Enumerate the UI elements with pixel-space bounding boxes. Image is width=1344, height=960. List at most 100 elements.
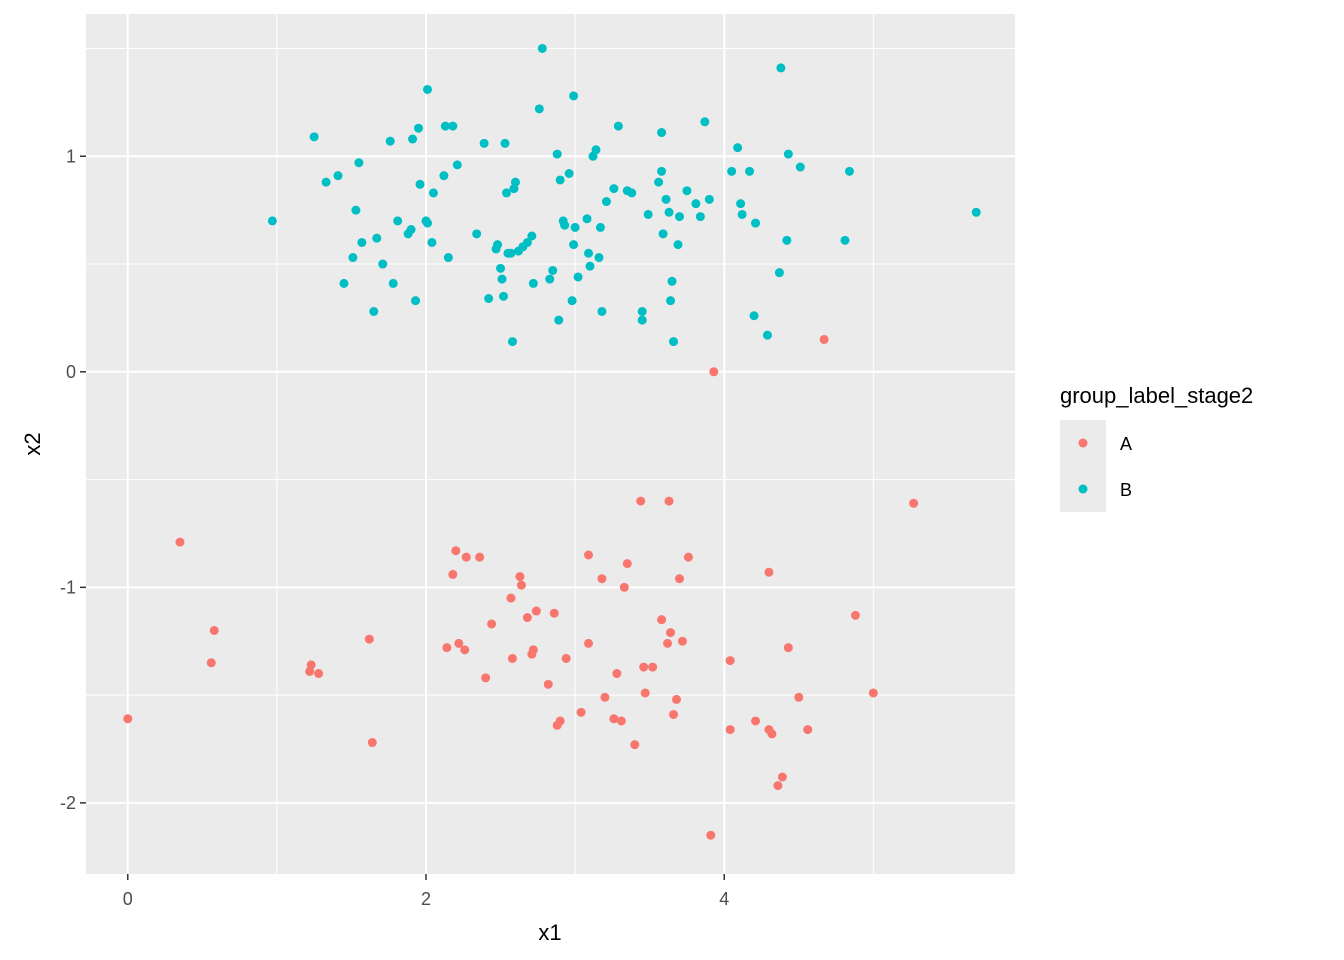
data-point-b — [378, 259, 388, 269]
legend-label-a: A — [1120, 434, 1132, 454]
data-point-b — [527, 231, 537, 241]
data-point-a — [516, 580, 526, 590]
data-point-b — [564, 168, 574, 178]
data-point-a — [612, 669, 622, 679]
data-point-b — [666, 296, 676, 306]
data-point-a — [619, 582, 629, 592]
data-point-b — [585, 261, 595, 271]
data-point-b — [643, 209, 653, 219]
data-point-b — [443, 253, 453, 263]
data-point-a — [549, 608, 559, 618]
data-point-a — [206, 658, 216, 668]
data-point-b — [971, 207, 981, 217]
x-tick-label: 2 — [421, 889, 431, 909]
y-tick-label: -2 — [60, 793, 76, 813]
y-tick-label: 1 — [66, 146, 76, 166]
data-point-a — [454, 638, 464, 648]
data-point-b — [609, 184, 619, 194]
data-point-b — [354, 158, 364, 168]
data-point-a — [314, 669, 324, 679]
data-point-a — [794, 692, 804, 702]
data-point-b — [840, 235, 850, 245]
data-point-b — [560, 220, 570, 230]
data-point-a — [561, 653, 571, 663]
data-point-b — [704, 194, 714, 204]
data-point-b — [627, 188, 637, 198]
data-point-a — [507, 653, 517, 663]
data-point-a — [640, 688, 650, 698]
data-point-b — [762, 330, 772, 340]
data-point-a — [706, 830, 716, 840]
data-point-b — [537, 43, 547, 53]
data-point-b — [736, 199, 746, 209]
data-point-a — [600, 692, 610, 702]
data-point-b — [637, 306, 647, 316]
y-axis-title: x2 — [20, 432, 45, 455]
legend-label-b: B — [1120, 480, 1132, 500]
data-point-b — [372, 233, 382, 243]
data-point-a — [123, 714, 133, 724]
data-point-b — [673, 240, 683, 250]
data-point-a — [543, 679, 553, 689]
data-point-a — [648, 662, 658, 672]
data-points — [123, 43, 981, 840]
data-point-b — [497, 274, 507, 284]
data-point-b — [414, 123, 424, 133]
data-point-a — [657, 615, 667, 625]
x-axis-title: x1 — [538, 920, 561, 945]
data-point-b — [415, 179, 425, 189]
data-point-b — [737, 209, 747, 219]
data-point-b — [591, 145, 601, 155]
data-point-a — [209, 625, 219, 635]
panel-background — [86, 14, 1015, 874]
data-point-b — [664, 207, 674, 217]
y-axis-ticks: -2 -1 0 1 — [60, 146, 86, 813]
data-point-b — [727, 166, 737, 176]
data-point-b — [844, 166, 854, 176]
y-tick-label: -1 — [60, 577, 76, 597]
legend-title: group_label_stage2 — [1060, 383, 1253, 408]
data-point-a — [767, 729, 777, 739]
data-point-b — [695, 212, 705, 222]
data-point-b — [408, 134, 418, 144]
data-point-b — [657, 128, 667, 138]
data-point-b — [776, 63, 786, 73]
data-point-b — [573, 272, 583, 282]
data-point-b — [321, 177, 331, 187]
data-point-b — [637, 315, 647, 325]
data-point-b — [658, 229, 668, 239]
data-point-a — [442, 643, 452, 653]
data-point-a — [764, 567, 774, 577]
data-point-b — [597, 306, 607, 316]
data-point-b — [601, 197, 611, 207]
data-point-a — [461, 552, 471, 562]
data-point-a — [783, 643, 793, 653]
data-point-b — [667, 276, 677, 286]
data-point-b — [348, 253, 358, 263]
data-point-b — [452, 160, 462, 170]
data-point-a — [609, 714, 619, 724]
data-point-b — [691, 199, 701, 209]
data-point-a — [773, 781, 783, 791]
data-point-b — [309, 132, 319, 142]
x-tick-label: 0 — [123, 889, 133, 909]
data-point-a — [451, 546, 461, 556]
data-point-a — [555, 716, 565, 726]
data-point-a — [622, 559, 632, 569]
data-point-a — [367, 738, 377, 748]
data-point-b — [654, 177, 664, 187]
data-point-b — [427, 237, 437, 247]
data-point-b — [499, 291, 509, 301]
data-point-a — [663, 638, 673, 648]
data-point-b — [745, 166, 755, 176]
data-point-b — [534, 104, 544, 114]
data-point-a — [528, 645, 538, 655]
data-point-a — [677, 636, 687, 646]
data-point-b — [388, 278, 398, 288]
data-point-b — [448, 121, 458, 131]
data-point-b — [493, 240, 503, 250]
y-tick-label: 0 — [66, 362, 76, 382]
data-point-b — [594, 253, 604, 263]
data-point-b — [570, 222, 580, 232]
data-point-a — [475, 552, 485, 562]
